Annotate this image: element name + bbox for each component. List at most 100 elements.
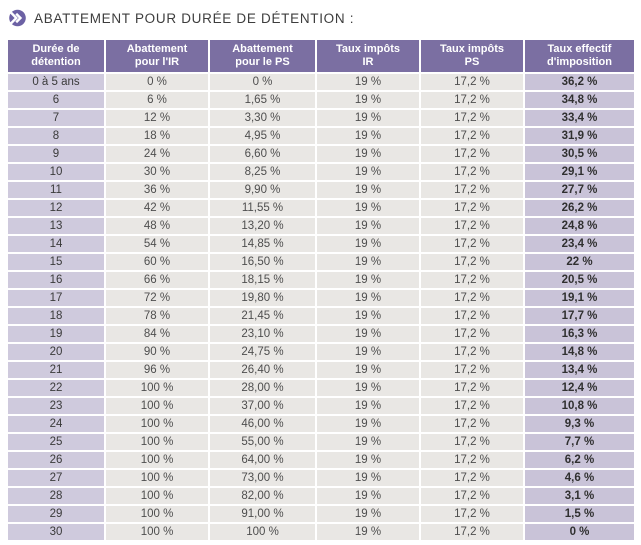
taux-ps-cell: 17,2 % xyxy=(419,486,525,507)
taux-effectif-cell: 31,9 % xyxy=(523,126,634,147)
abattement-ps-cell: 23,10 % xyxy=(208,324,317,345)
duree-cell: 10 xyxy=(8,162,106,183)
taux-ps-cell: 17,2 % xyxy=(419,72,525,93)
taux-effectif-cell: 34,8 % xyxy=(523,90,634,111)
taux-effectif-cell: 14,8 % xyxy=(523,342,634,363)
abattement-ps-cell: 100 % xyxy=(208,522,317,541)
abattement-ir-cell: 100 % xyxy=(104,396,210,417)
duree-cell: 19 xyxy=(8,324,106,345)
table-body: 0 à 5 ans 0 % 0 % 19 % 17,2 % 36,2 % 6 6 % 1,65 … xyxy=(8,72,634,541)
duree-cell: 29 xyxy=(8,504,106,525)
table-row: 30 100 % 100 % 19 % 17,2 % 0 % xyxy=(8,522,634,541)
taux-ps-cell: 17,2 % xyxy=(419,450,525,471)
taux-ir-cell: 19 % xyxy=(315,306,421,327)
table-row: 8 18 % 4,95 % 19 % 17,2 % 31,9 % xyxy=(8,126,634,147)
taux-effectif-cell: 17,7 % xyxy=(523,306,634,327)
duree-cell: 26 xyxy=(8,450,106,471)
abattement-ir-cell: 72 % xyxy=(104,288,210,309)
duree-cell: 11 xyxy=(8,180,106,201)
table-row: 18 78 % 21,45 % 19 % 17,2 % 17,7 % xyxy=(8,306,634,327)
duree-cell: 8 xyxy=(8,126,106,147)
column-header-abattement-ps: Abattement pour le PS xyxy=(208,40,317,75)
table-row: 12 42 % 11,55 % 19 % 17,2 % 26,2 % xyxy=(8,198,634,219)
abattement-ir-cell: 96 % xyxy=(104,360,210,381)
duree-cell: 21 xyxy=(8,360,106,381)
duree-cell: 15 xyxy=(8,252,106,273)
abattement-ps-cell: 21,45 % xyxy=(208,306,317,327)
duree-cell: 28 xyxy=(8,486,106,507)
table-row: 25 100 % 55,00 % 19 % 17,2 % 7,7 % xyxy=(8,432,634,453)
table-row: 14 54 % 14,85 % 19 % 17,2 % 23,4 % xyxy=(8,234,634,255)
taux-ps-cell: 17,2 % xyxy=(419,90,525,111)
taux-ir-cell: 19 % xyxy=(315,504,421,525)
taux-ps-cell: 17,2 % xyxy=(419,324,525,345)
abattement-ir-cell: 100 % xyxy=(104,468,210,489)
taux-ps-cell: 17,2 % xyxy=(419,288,525,309)
taux-ps-cell: 17,2 % xyxy=(419,396,525,417)
abattement-ir-cell: 84 % xyxy=(104,324,210,345)
taux-effectif-cell: 0 % xyxy=(523,522,634,541)
taux-ir-cell: 19 % xyxy=(315,468,421,489)
table-row: 23 100 % 37,00 % 19 % 17,2 % 10,8 % xyxy=(8,396,634,417)
duree-cell: 16 xyxy=(8,270,106,291)
taux-effectif-cell: 19,1 % xyxy=(523,288,634,309)
taux-ps-cell: 17,2 % xyxy=(419,144,525,165)
column-header-taux-impots-ps: Taux impôts PS xyxy=(419,40,525,75)
taux-effectif-cell: 3,1 % xyxy=(523,486,634,507)
table-row: 27 100 % 73,00 % 19 % 17,2 % 4,6 % xyxy=(8,468,634,489)
column-header-duree-detention: Durée de détention xyxy=(8,40,106,75)
duree-cell: 17 xyxy=(8,288,106,309)
duree-cell: 22 xyxy=(8,378,106,399)
abattement-ir-cell: 12 % xyxy=(104,108,210,129)
taux-ir-cell: 19 % xyxy=(315,522,421,541)
abattement-ir-cell: 60 % xyxy=(104,252,210,273)
taux-ir-cell: 19 % xyxy=(315,270,421,291)
duree-cell: 23 xyxy=(8,396,106,417)
abattement-ps-cell: 37,00 % xyxy=(208,396,317,417)
abattement-ir-cell: 24 % xyxy=(104,144,210,165)
taux-effectif-cell: 36,2 % xyxy=(523,72,634,93)
taux-ir-cell: 19 % xyxy=(315,162,421,183)
taux-ir-cell: 19 % xyxy=(315,378,421,399)
taux-ps-cell: 17,2 % xyxy=(419,126,525,147)
table-row: 20 90 % 24,75 % 19 % 17,2 % 14,8 % xyxy=(8,342,634,363)
section-header: ABATTEMENT POUR DURÉE DE DÉTENTION : xyxy=(8,9,634,27)
taux-ir-cell: 19 % xyxy=(315,360,421,381)
duree-cell: 6 xyxy=(8,90,106,111)
taux-ir-cell: 19 % xyxy=(315,108,421,129)
abattement-ps-cell: 91,00 % xyxy=(208,504,317,525)
taux-ps-cell: 17,2 % xyxy=(419,162,525,183)
abattement-ir-cell: 100 % xyxy=(104,432,210,453)
abattement-ir-cell: 100 % xyxy=(104,450,210,471)
abattement-ps-cell: 82,00 % xyxy=(208,486,317,507)
column-header-taux-effectif: Taux effectif d'imposition xyxy=(523,40,634,75)
abattement-ps-cell: 4,95 % xyxy=(208,126,317,147)
abattement-ir-cell: 42 % xyxy=(104,198,210,219)
taux-effectif-cell: 23,4 % xyxy=(523,234,634,255)
abattement-ir-cell: 18 % xyxy=(104,126,210,147)
abattement-ps-cell: 73,00 % xyxy=(208,468,317,489)
taux-ps-cell: 17,2 % xyxy=(419,234,525,255)
taux-ir-cell: 19 % xyxy=(315,324,421,345)
taux-ps-cell: 17,2 % xyxy=(419,216,525,237)
table-row: 21 96 % 26,40 % 19 % 17,2 % 13,4 % xyxy=(8,360,634,381)
taux-effectif-cell: 33,4 % xyxy=(523,108,634,129)
duree-cell: 12 xyxy=(8,198,106,219)
abattement-ps-cell: 55,00 % xyxy=(208,432,317,453)
double-chevron-icon xyxy=(8,9,26,27)
taux-effectif-cell: 27,7 % xyxy=(523,180,634,201)
table-row: 10 30 % 8,25 % 19 % 17,2 % 29,1 % xyxy=(8,162,634,183)
taux-ir-cell: 19 % xyxy=(315,198,421,219)
duree-cell: 13 xyxy=(8,216,106,237)
abattement-ir-cell: 100 % xyxy=(104,504,210,525)
taux-ps-cell: 17,2 % xyxy=(419,432,525,453)
taux-ps-cell: 17,2 % xyxy=(419,198,525,219)
abattement-ir-cell: 0 % xyxy=(104,72,210,93)
table-row: 26 100 % 64,00 % 19 % 17,2 % 6,2 % xyxy=(8,450,634,471)
table-header-row: Durée de détention Abattement pour l'IR … xyxy=(8,40,634,75)
taux-effectif-cell: 13,4 % xyxy=(523,360,634,381)
table-row: 9 24 % 6,60 % 19 % 17,2 % 30,5 % xyxy=(8,144,634,165)
abattement-ir-cell: 54 % xyxy=(104,234,210,255)
table-row: 15 60 % 16,50 % 19 % 17,2 % 22 % xyxy=(8,252,634,273)
